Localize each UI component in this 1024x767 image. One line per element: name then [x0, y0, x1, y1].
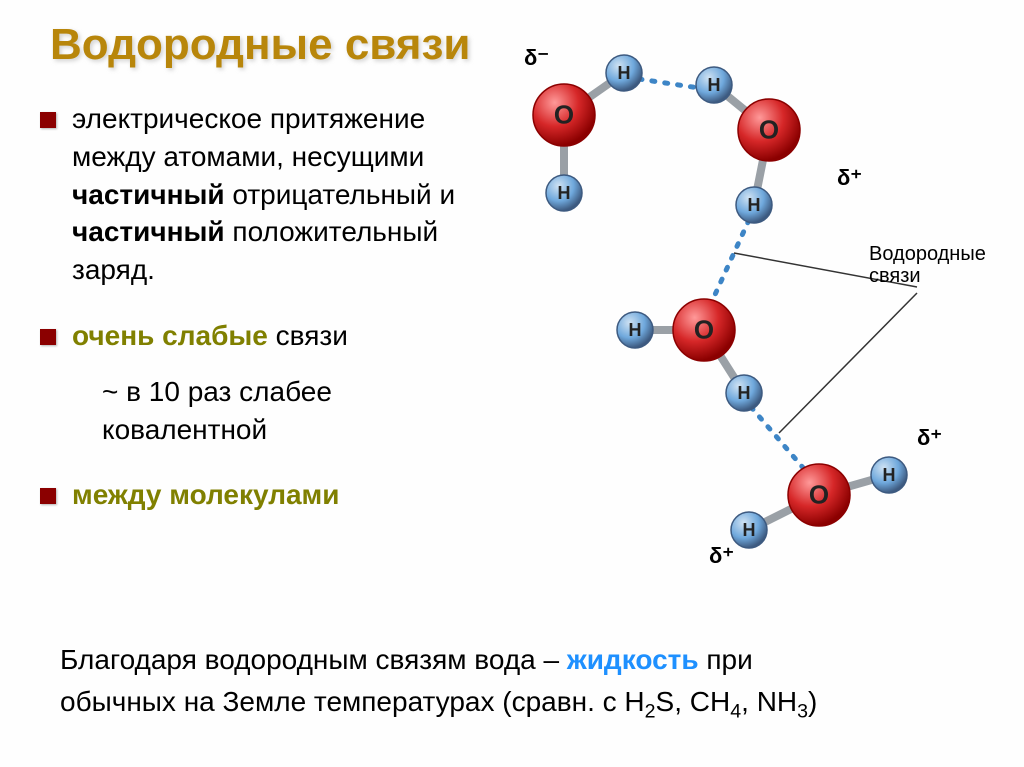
svg-text:H: H	[618, 63, 631, 83]
sub-bullet-list: ~ в 10 раз слабее ковалентной	[72, 373, 460, 449]
svg-text:H: H	[883, 465, 896, 485]
svg-text:H: H	[558, 183, 571, 203]
svg-text:Водородные: Водородные	[869, 243, 986, 265]
molecule-diagram: O H Hδ⁻ O H Hδ⁺ O H H O H Hδ⁺ δ⁺ Водородныесвязи	[449, 35, 1009, 575]
b2-rest: связи	[268, 320, 348, 351]
b1-part1: электрическое притяжение между атомами, …	[72, 103, 425, 172]
svg-text:δ⁺: δ⁺	[837, 165, 862, 190]
bullet-1: электрическое притяжение между атомами, …	[40, 100, 460, 289]
svg-text:δ⁺: δ⁺	[917, 425, 942, 450]
f3c: , NH	[741, 686, 797, 717]
svg-text:δ⁺: δ⁺	[709, 543, 734, 568]
svg-text:δ⁻: δ⁻	[524, 45, 549, 70]
svg-text:O: O	[809, 480, 829, 510]
svg-text:O: O	[554, 100, 574, 130]
svg-text:O: O	[759, 115, 779, 145]
svg-text:H: H	[748, 195, 761, 215]
b1-part2: отрицательный и	[225, 179, 456, 210]
b3-text: между молекулами	[72, 479, 339, 510]
f3d: )	[808, 686, 817, 717]
sub3: 3	[797, 701, 808, 723]
svg-text:H: H	[743, 520, 756, 540]
bullet-3: между молекулами	[40, 476, 460, 514]
svg-text:H: H	[708, 75, 721, 95]
bullet-list: электрическое притяжение между атомами, …	[30, 100, 460, 514]
f3b: S, CH	[656, 686, 731, 717]
sub-bullet-1: ~ в 10 раз слабее ковалентной	[102, 373, 460, 449]
f-blue: жидкость	[567, 644, 699, 675]
b1-strong2: частичный	[72, 216, 225, 247]
footer-text: Благодаря водородным связям вода – жидко…	[60, 639, 984, 727]
bullet-2: очень слабые связи ~ в 10 раз слабее ков…	[40, 317, 460, 448]
b1-strong1: частичный	[72, 179, 225, 210]
b2-olive: очень слабые	[72, 320, 268, 351]
f1: Благодаря водородным связям вода –	[60, 644, 567, 675]
f3a: обычных на Земле температурах (сравн. с …	[60, 686, 645, 717]
svg-text:O: O	[694, 315, 714, 345]
sub4: 4	[730, 701, 741, 723]
svg-text:H: H	[738, 383, 751, 403]
svg-text:связи: связи	[869, 265, 921, 287]
sub2a: 2	[645, 701, 656, 723]
f2: при	[699, 644, 753, 675]
svg-text:H: H	[629, 320, 642, 340]
